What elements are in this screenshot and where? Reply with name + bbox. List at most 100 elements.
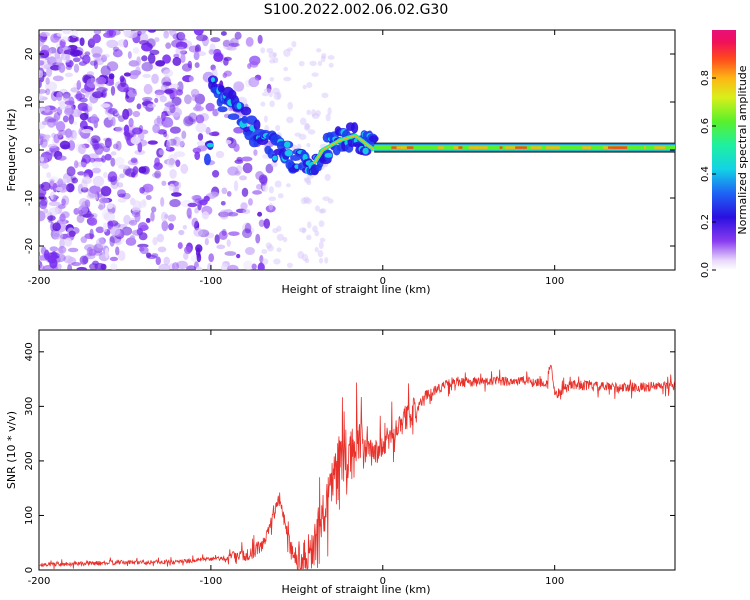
noise-blob: [110, 263, 118, 270]
noise-blob: [174, 181, 182, 188]
noise-blob: [47, 255, 57, 264]
noise-blob: [58, 245, 67, 254]
ridge-blob: [241, 115, 248, 124]
snr-series-line: [39, 364, 675, 570]
noise-blob: [233, 180, 239, 192]
noise-blob: [184, 115, 194, 125]
noise-blob: [265, 163, 274, 174]
noise-blob: [176, 137, 185, 148]
noise-blob: [248, 227, 255, 234]
noise-blob: [196, 34, 208, 42]
noise-blob: [145, 217, 151, 223]
noise-blob: [131, 209, 141, 218]
noise-blob: [159, 95, 167, 103]
noise-blob: [306, 180, 312, 186]
noise-blob: [87, 137, 93, 143]
noise-blob: [86, 246, 93, 257]
noise-blob: [113, 143, 119, 150]
noise-blob: [286, 262, 293, 268]
ridge-blob: [253, 119, 261, 131]
noise-blob: [268, 203, 274, 211]
noise-blob: [211, 169, 220, 178]
noise-blob: [91, 160, 103, 168]
noise-blob: [261, 258, 269, 265]
noise-blob: [164, 213, 169, 219]
noise-blob: [109, 236, 115, 247]
y-tick-label: 100: [24, 506, 35, 525]
noise-blob: [92, 175, 105, 187]
noise-blob: [169, 104, 176, 114]
noise-blob: [62, 93, 70, 101]
noise-blob: [327, 55, 335, 60]
noise-blob: [272, 52, 278, 57]
noise-blob: [64, 100, 75, 106]
noise-blob: [181, 63, 193, 72]
noise-blob: [137, 243, 149, 248]
x-tick-label: -200: [28, 576, 51, 587]
noise-blob: [100, 65, 111, 77]
noise-blob: [248, 198, 253, 206]
noise-blob: [39, 31, 51, 37]
noise-blob: [294, 132, 302, 137]
noise-blob: [82, 74, 92, 84]
noise-blob: [141, 165, 150, 175]
ridge-band-peak: [582, 146, 592, 149]
noise-blob: [257, 211, 263, 217]
noise-blob: [242, 208, 251, 214]
noise-blob: [248, 77, 260, 88]
spectrogram-heat: [39, 30, 675, 270]
noise-blob: [82, 213, 95, 218]
noise-blob: [318, 257, 324, 264]
ridge-band-peak: [437, 146, 444, 149]
noise-blob: [100, 103, 111, 108]
noise-blob: [178, 229, 185, 236]
noise-blob: [193, 51, 200, 61]
top-y-label: Frequency (Hz): [5, 109, 18, 192]
noise-blob: [233, 143, 240, 153]
noise-blob: [272, 57, 279, 64]
ridge-hotspot: [284, 149, 293, 157]
noise-blob: [126, 108, 133, 117]
noise-blob: [71, 30, 78, 39]
noise-blob: [136, 227, 143, 236]
noise-blob: [41, 163, 49, 169]
noise-blob: [311, 112, 320, 120]
noise-blob: [273, 258, 281, 265]
noise-blob: [110, 151, 117, 156]
noise-blob: [47, 118, 57, 123]
noise-blob: [173, 151, 186, 158]
noise-blob: [306, 143, 311, 148]
noise-blob: [52, 75, 64, 82]
noise-blob: [103, 172, 108, 179]
noise-blob: [187, 214, 192, 220]
top-y-ticks: -20 -10 0 10 20: [24, 48, 675, 254]
noise-blob: [268, 90, 273, 98]
noise-blob: [220, 263, 229, 270]
noise-blob: [56, 32, 63, 37]
ridge-band-peak: [546, 146, 558, 149]
noise-blob: [114, 156, 125, 167]
noise-blob: [43, 208, 49, 214]
noise-blob: [95, 76, 107, 85]
bottom-y-label: SNR (10 * v/v): [5, 411, 18, 489]
noise-blob: [251, 263, 257, 270]
noise-blob: [309, 60, 317, 67]
noise-blob: [224, 251, 237, 256]
noise-blob: [160, 84, 168, 91]
noise-blob: [92, 33, 102, 44]
noise-blob: [245, 247, 255, 256]
noise-blob: [194, 44, 201, 54]
ridge-hotspot: [284, 141, 291, 148]
x-tick-label: -100: [200, 576, 223, 587]
ridge-band-peak: [453, 146, 461, 149]
noise-blob: [166, 158, 176, 168]
noise-blob: [296, 143, 302, 150]
bottom-x-ticks: -200 -100 0 100: [28, 330, 564, 587]
noise-blob: [85, 91, 90, 98]
noise-blob: [143, 83, 153, 95]
noise-blob: [71, 108, 83, 118]
noise-blob: [300, 117, 307, 126]
noise-blob: [132, 47, 140, 54]
noise-blob: [194, 151, 201, 160]
noise-blob: [153, 162, 163, 170]
